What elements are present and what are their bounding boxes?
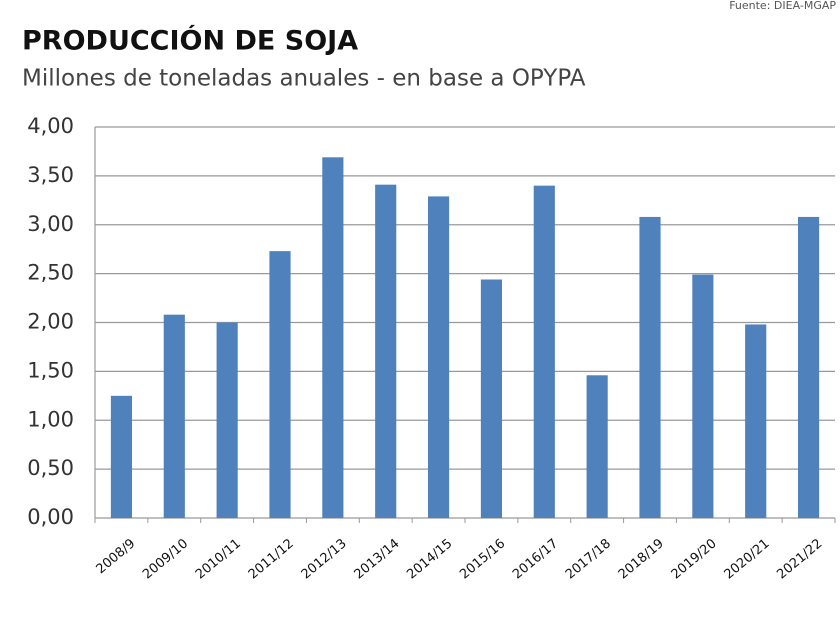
x-tick-label: 2012/13: [299, 536, 350, 582]
bar: [322, 157, 344, 519]
bar: [110, 395, 132, 518]
bar: [480, 279, 502, 518]
source: Fuente: DIEA-MGAP: [729, 0, 836, 12]
y-tick-label: 4,00: [27, 114, 74, 138]
x-tick-label: 2019/20: [669, 536, 720, 582]
x-tick-label: 2014/15: [404, 536, 455, 582]
x-tick-label: 2011/12: [246, 536, 297, 582]
y-tick-label: 2,50: [27, 261, 74, 285]
x-tick-label: 2017/18: [563, 536, 614, 582]
y-tick-label: 0,50: [27, 456, 74, 480]
y-tick-label: 1,00: [27, 407, 74, 431]
bar: [639, 216, 661, 518]
bar: [533, 185, 555, 518]
x-tick-label: 2010/11: [193, 536, 244, 582]
x-tick-label: 2015/16: [457, 536, 508, 582]
x-tick-label: 2020/21: [722, 536, 773, 582]
bar: [586, 375, 608, 518]
x-tick-label: 2009/10: [140, 536, 191, 582]
bar: [428, 196, 450, 518]
bar: [163, 314, 185, 518]
bar: [375, 184, 397, 519]
bar: [692, 274, 714, 518]
y-tick-label: 3,50: [27, 163, 74, 187]
bar: [798, 216, 820, 518]
x-tick-label: 2008/9: [94, 536, 139, 577]
bar: [216, 322, 238, 518]
y-tick-label: 0,00: [27, 505, 74, 529]
chart-subtitle: Millones de toneladas anuales - en base …: [22, 66, 586, 92]
x-tick-label: 2013/14: [352, 536, 403, 582]
bar: [745, 324, 767, 518]
x-tick-label: 2016/17: [510, 536, 561, 582]
y-tick-label: 3,00: [27, 212, 74, 236]
bar: [269, 251, 291, 518]
y-tick-label: 1,50: [27, 358, 74, 382]
x-tick-label: 2018/19: [616, 536, 667, 582]
x-tick-label: 2021/22: [774, 536, 825, 582]
chart-title: PRODUCCIÓN DE SOJA: [22, 25, 358, 57]
y-tick-label: 2,00: [27, 310, 74, 334]
